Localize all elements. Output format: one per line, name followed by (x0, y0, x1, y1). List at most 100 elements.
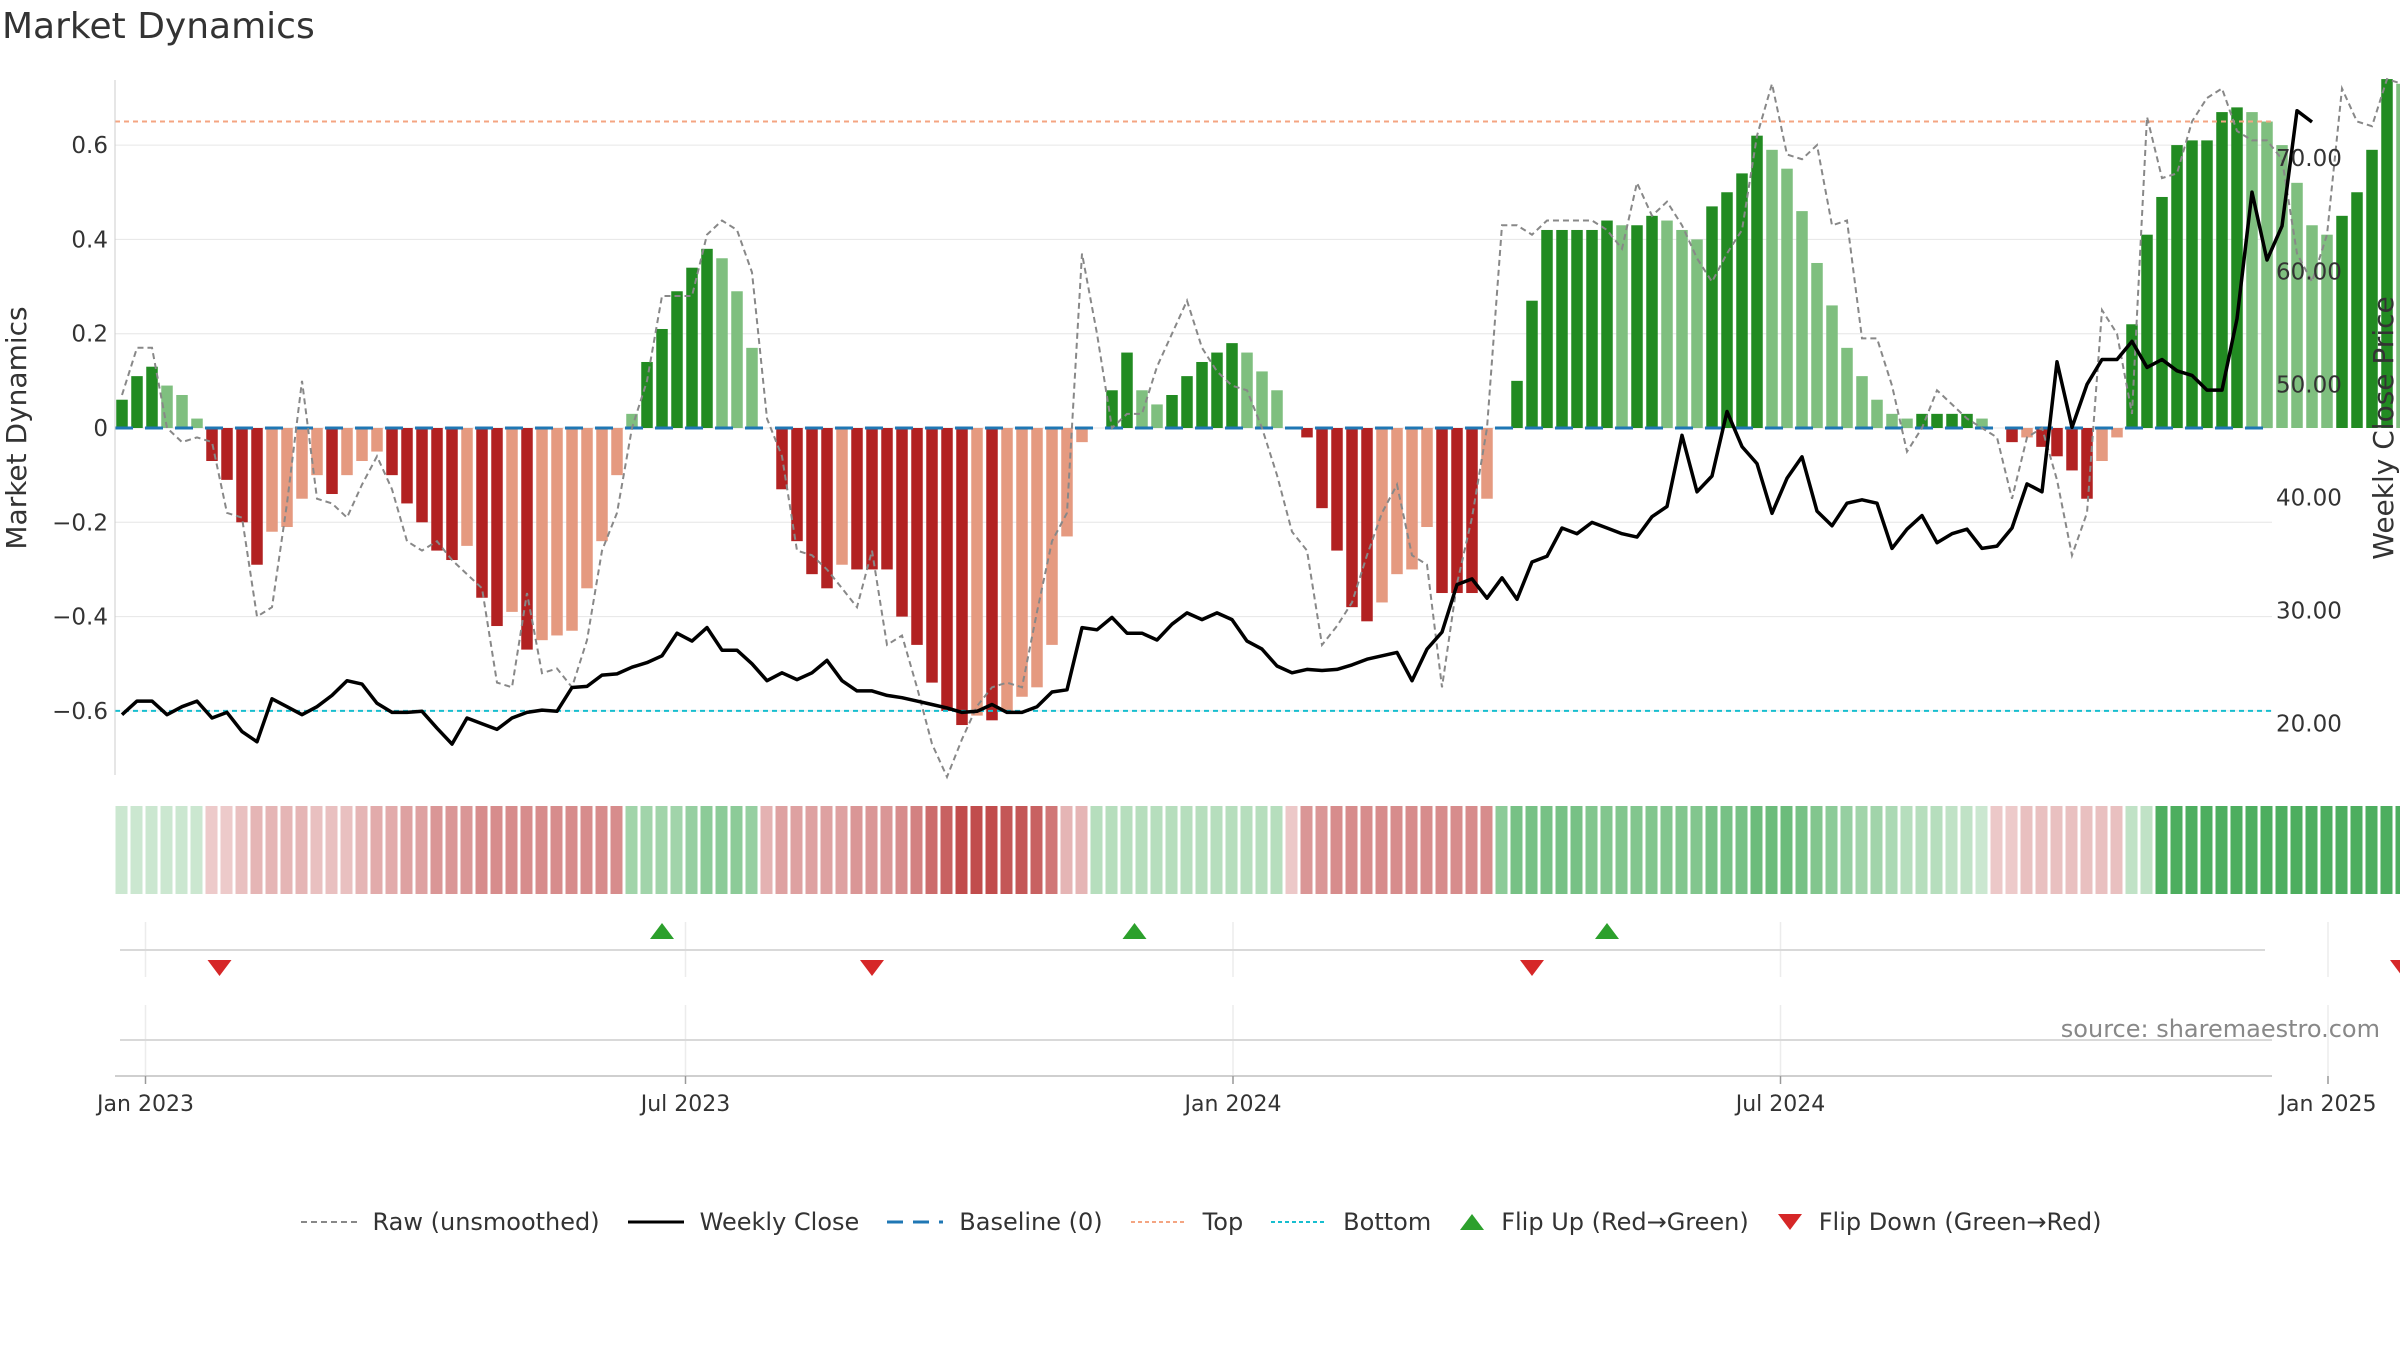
regime-band-cell (910, 806, 924, 894)
dynamics-bar (1151, 404, 1163, 428)
y-axis-left-label: Market Dynamics (0, 306, 33, 549)
regime-band-cell (115, 806, 129, 894)
dynamics-bar (1646, 215, 1658, 428)
regime-band-cell (2200, 806, 2214, 894)
regime-band-cell (1120, 806, 1134, 894)
dynamics-bar (2246, 112, 2258, 428)
regime-band-cell (430, 806, 444, 894)
dynamics-bar (281, 428, 293, 528)
dynamics-bar (401, 428, 413, 504)
regime-band-cell (1825, 806, 1839, 894)
raw-series-line (121, 77, 2400, 780)
regime-band-cell (535, 806, 549, 894)
dynamics-bar (191, 418, 203, 428)
legend-label: Flip Up (Red→Green) (1501, 1208, 1749, 1236)
dynamics-bar (1421, 428, 1433, 528)
dynamics-bar (1031, 428, 1043, 688)
right-tick-label: 60.00 (2276, 259, 2342, 285)
dynamics-bar (2096, 428, 2108, 462)
dynamics-bar (2231, 107, 2243, 428)
dynamics-bar (626, 413, 638, 428)
legend-top-swatch (1130, 1221, 1187, 1223)
dynamics-bar (1946, 413, 1958, 428)
regime-band-cell (1300, 806, 1314, 894)
dynamics-bar (716, 258, 728, 428)
dynamics-bar (566, 428, 578, 631)
regime-band-cell (1555, 806, 1569, 894)
dynamics-bar (581, 428, 593, 589)
dynamics-bar (2171, 145, 2183, 428)
flip-up-icon (1595, 923, 1619, 939)
x-tick-label: Jan 2023 (95, 1092, 194, 1117)
regime-band-cell (340, 806, 354, 894)
regime-band-cell (790, 806, 804, 894)
dynamics-bar (1406, 428, 1418, 570)
dynamics-bar (731, 291, 743, 428)
dynamics-bar (926, 428, 938, 683)
regime-band-cell (1885, 806, 1899, 894)
regime-band-cell (1060, 806, 1074, 894)
dynamics-bar (251, 428, 263, 565)
dynamics-bar (326, 428, 338, 495)
regime-band-cell (775, 806, 789, 894)
dynamics-bar (1781, 168, 1793, 429)
dynamics-bar (1391, 428, 1403, 575)
dynamics-bar (1211, 352, 1223, 428)
dynamics-bar (1886, 413, 1898, 428)
dynamics-bar (1841, 347, 1853, 428)
legend: Raw (unsmoothed) Weekly Close Baseline (… (0, 1208, 2400, 1236)
dynamics-bar (686, 267, 698, 428)
regime-band-cell (640, 806, 654, 894)
regime-band-cell (655, 806, 669, 894)
regime-band-cell (1990, 806, 2004, 894)
regime-band-cell (175, 806, 189, 894)
dynamics-bar (1301, 428, 1313, 438)
regime-band-cell (1960, 806, 1974, 894)
regime-band-cell (730, 806, 744, 894)
regime-band-cell (580, 806, 594, 894)
dynamics-bar (1751, 135, 1763, 429)
regime-band-cell (145, 806, 159, 894)
regime-band-cell (1315, 806, 1329, 894)
regime-band-cell (2245, 806, 2259, 894)
legend-baseline-swatch (887, 1220, 944, 1224)
dynamics-bar (176, 394, 188, 428)
dynamics-bar (701, 248, 713, 428)
regime-band-cell (1375, 806, 1389, 894)
x-tick-label: Jul 2024 (1734, 1092, 1826, 1117)
regime-band-cell (520, 806, 534, 894)
legend-item-flip-up: Flip Up (Red→Green) (1457, 1208, 1749, 1236)
regime-band-cell (2305, 806, 2319, 894)
dynamics-bar (2186, 140, 2198, 428)
regime-band-cell (2275, 806, 2289, 894)
regime-band-cell (565, 806, 579, 894)
dynamics-bar (491, 428, 503, 627)
regime-band-cell (130, 806, 144, 894)
legend-item-close: Weekly Close (626, 1208, 859, 1236)
regime-band-cell (1180, 806, 1194, 894)
regime-band-cell (460, 806, 474, 894)
dynamics-bar (1046, 428, 1058, 645)
regime-band-cell (1150, 806, 1164, 894)
left-tick-label: 0 (93, 416, 108, 442)
legend-item-baseline: Baseline (0) (885, 1208, 1103, 1236)
legend-label: Baseline (0) (959, 1208, 1103, 1236)
dynamics-bar (1316, 428, 1328, 509)
dynamics-bar (1376, 428, 1388, 603)
dynamics-bar (536, 428, 548, 641)
regime-band-cell (280, 806, 294, 894)
dynamics-bar (1121, 352, 1133, 428)
dynamics-bar (2396, 83, 2400, 429)
dynamics-bar (1466, 428, 1478, 594)
regime-band-cell (1390, 806, 1404, 894)
regime-band-cell (1090, 806, 1104, 894)
regime-band-cell (1765, 806, 1779, 894)
legend-item-raw: Raw (unsmoothed) (299, 1208, 600, 1236)
dynamics-bar (1856, 376, 1868, 428)
regime-band-cell (1045, 806, 1059, 894)
dynamics-bar (1346, 428, 1358, 608)
dynamics-bar (1271, 390, 1283, 428)
regime-band-cell (970, 806, 984, 894)
dynamics-bar (956, 428, 968, 726)
regime-band-cell (1525, 806, 1539, 894)
